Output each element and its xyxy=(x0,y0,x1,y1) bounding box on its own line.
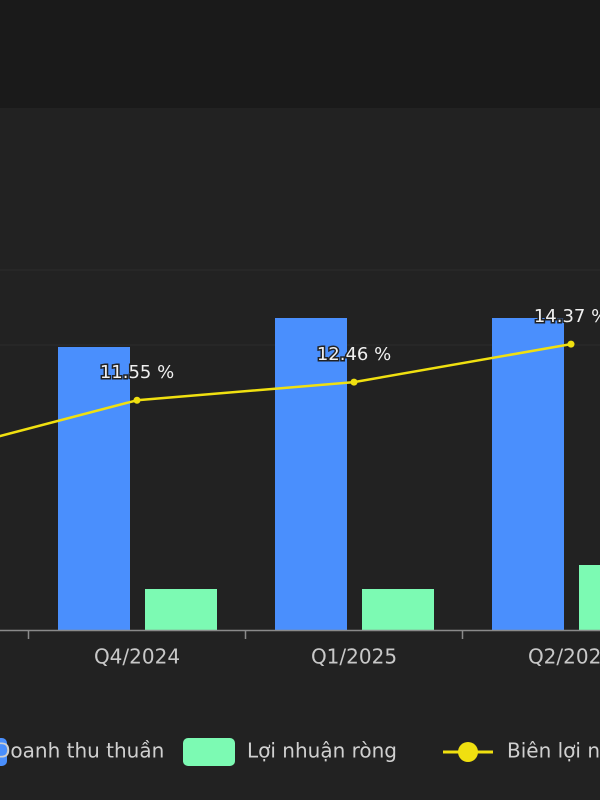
legend-label: Lợi nhuận ròng xyxy=(247,739,397,763)
bar xyxy=(58,347,130,630)
bar xyxy=(492,318,564,630)
data-label: 11.55 % xyxy=(100,362,174,383)
line-point xyxy=(350,378,358,386)
line xyxy=(0,342,572,438)
legend-swatch xyxy=(0,738,7,766)
data-label: 14.37 % xyxy=(534,306,600,327)
bar xyxy=(145,589,217,630)
legend-label: Doanh thu thuần xyxy=(0,739,164,763)
top-bar xyxy=(0,0,600,108)
bar xyxy=(362,589,434,630)
x-tick-label: Q4/2024 xyxy=(94,645,180,669)
x-tick-label: Q1/2025 xyxy=(311,645,397,669)
legend-marker xyxy=(458,742,478,762)
legend-label: Biên lợi nhuận xyxy=(507,739,600,763)
line-point xyxy=(567,340,575,348)
legend: Doanh thu thuần Lợi nhuận ròng Biên lợi nh… xyxy=(0,738,600,766)
x-tick-label: Q2/2025 xyxy=(528,645,600,669)
legend-swatch xyxy=(183,738,235,766)
bar xyxy=(275,318,347,630)
bar xyxy=(579,565,600,630)
line-point xyxy=(133,396,141,404)
plot-area: 11.55 % 12.46 % 14.37 % xyxy=(0,305,600,630)
data-label: 12.46 % xyxy=(317,344,391,365)
